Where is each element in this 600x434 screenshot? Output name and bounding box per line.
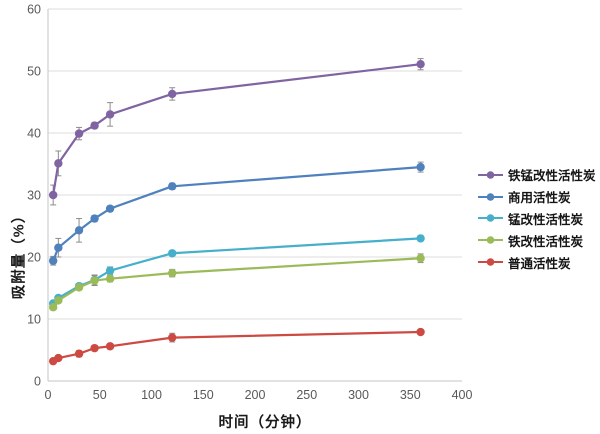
data-point: [74, 129, 84, 138]
x-tick-label: 400: [452, 388, 473, 402]
data-point: [90, 343, 99, 353]
y-tick-label: 30: [27, 189, 41, 203]
data-point: [416, 254, 425, 263]
data-point: [416, 162, 425, 172]
x-tick-label: 200: [245, 388, 266, 402]
data-point: [74, 349, 84, 358]
legend-label: 商用活性炭: [508, 191, 571, 206]
x-tick-label: 350: [400, 388, 421, 402]
line-marker-icon: [478, 258, 503, 266]
data-point: [54, 159, 63, 168]
legend-label: 锰改性活性炭: [508, 212, 584, 227]
chart-legend: 铁锰改性活性炭 商用活性炭 锰改性活性炭 铁改性活性炭 普通活性炭: [477, 164, 596, 273]
y-tick-label: 50: [27, 65, 41, 79]
legend-item-commercial: 商用活性炭: [477, 186, 596, 208]
data-point: [416, 59, 425, 69]
series-line: [52, 63, 421, 196]
legend-dot: [486, 236, 495, 245]
y-tick-label: 0: [34, 375, 41, 389]
x-tick-label: 150: [193, 388, 214, 402]
data-point: [90, 276, 99, 285]
data-point: [168, 268, 177, 278]
data-point: [105, 110, 115, 119]
data-point: [105, 204, 115, 213]
x-tick-label: 50: [93, 388, 107, 402]
data-point: [168, 333, 177, 342]
series-line: [52, 257, 421, 308]
data-point: [105, 342, 115, 351]
data-point: [416, 234, 425, 243]
data-point: [48, 190, 58, 200]
data-point: [168, 182, 177, 191]
data-point: [168, 249, 177, 258]
legend-item-femn-modified: 铁锰改性活性炭: [477, 164, 596, 186]
legend-label: 普通活性炭: [508, 256, 571, 271]
legend-dot: [486, 258, 495, 266]
x-tick-label: 100: [141, 388, 162, 402]
data-point: [90, 214, 99, 223]
y-tick-label: 60: [27, 3, 41, 17]
data-point: [54, 243, 63, 252]
data-point: [48, 256, 58, 265]
x-axis-title: 时间（分钟）: [218, 415, 312, 431]
x-tick-label: 300: [348, 388, 369, 402]
data-point: [74, 226, 84, 235]
legend-item-fe-modified: 铁改性活性炭: [477, 229, 596, 251]
line-marker-icon: [478, 192, 503, 201]
x-tick-label: 250: [296, 388, 317, 402]
legend-dot: [486, 192, 495, 201]
legend-dot: [486, 171, 495, 179]
y-tick-label: 20: [27, 251, 41, 265]
data-point: [105, 274, 115, 283]
data-point: [416, 327, 425, 337]
data-point: [54, 296, 63, 305]
y-axis-title: 吸附量（%）: [11, 207, 28, 300]
legend-item-mn-modified: 锰改性活性炭: [477, 208, 596, 230]
y-tick-label: 10: [27, 313, 41, 327]
series-line: [52, 166, 421, 262]
data-point: [54, 353, 63, 363]
legend-label: 铁改性活性炭: [508, 234, 584, 249]
data-point: [48, 303, 58, 312]
x-tick-label: 0: [45, 388, 52, 402]
legend-item-plain: 普通活性炭: [477, 251, 596, 273]
data-point: [168, 89, 177, 99]
line-marker-icon: [478, 236, 503, 245]
data-point: [90, 121, 99, 130]
data-point: [105, 266, 115, 275]
data-point: [74, 283, 84, 292]
y-tick-label: 40: [27, 127, 41, 141]
line-marker-icon: [478, 214, 503, 223]
legend-dot: [486, 214, 495, 223]
legend-label: 铁锰改性活性炭: [508, 169, 596, 184]
line-marker-icon: [478, 171, 503, 179]
